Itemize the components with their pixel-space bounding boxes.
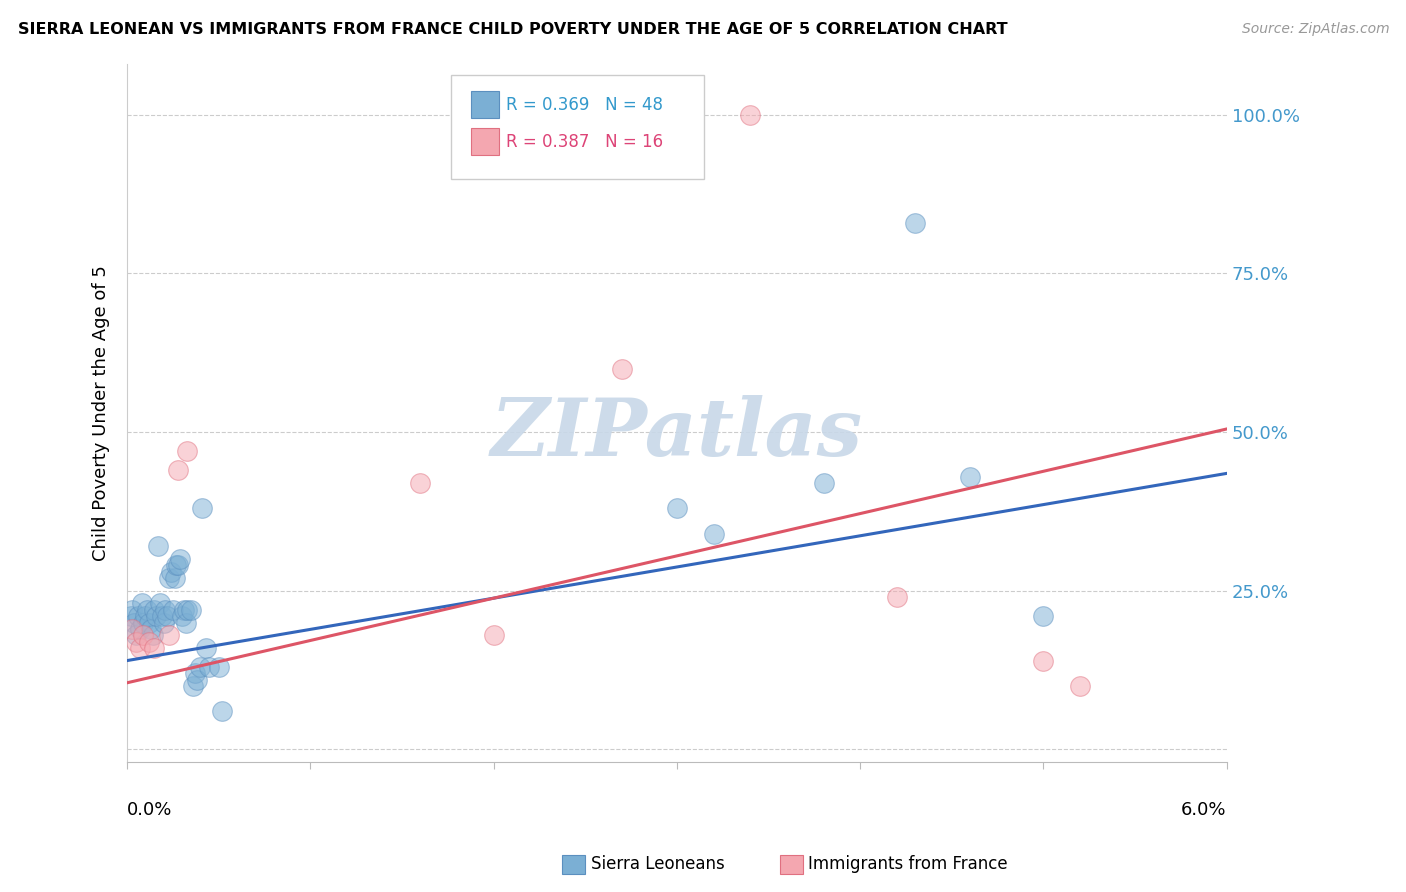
Point	[128, 640, 150, 655]
Point	[188, 660, 211, 674]
Point	[121, 603, 143, 617]
Point	[149, 597, 172, 611]
Point	[132, 628, 155, 642]
Point	[120, 609, 142, 624]
Point	[176, 444, 198, 458]
Point	[211, 704, 233, 718]
Y-axis label: Child Poverty Under the Age of 5: Child Poverty Under the Age of 5	[93, 265, 110, 561]
Point	[184, 666, 207, 681]
Point	[157, 571, 180, 585]
Point	[959, 469, 981, 483]
Point	[142, 628, 165, 642]
Point	[886, 590, 908, 604]
Text: ZIPatlas: ZIPatlas	[491, 395, 863, 473]
Point	[740, 108, 762, 122]
Point	[176, 603, 198, 617]
Point	[124, 615, 146, 630]
Point	[186, 673, 208, 687]
Point	[134, 609, 156, 624]
FancyBboxPatch shape	[451, 75, 704, 179]
Point	[167, 558, 190, 573]
Point	[167, 463, 190, 477]
Point	[180, 603, 202, 617]
Point	[121, 622, 143, 636]
Point	[157, 628, 180, 642]
Point	[138, 634, 160, 648]
Text: Source: ZipAtlas.com: Source: ZipAtlas.com	[1241, 22, 1389, 37]
Point	[1069, 679, 1091, 693]
Text: SIERRA LEONEAN VS IMMIGRANTS FROM FRANCE CHILD POVERTY UNDER THE AGE OF 5 CORREL: SIERRA LEONEAN VS IMMIGRANTS FROM FRANCE…	[18, 22, 1008, 37]
Point	[163, 571, 186, 585]
Point	[482, 628, 505, 642]
Point	[191, 501, 214, 516]
Point	[143, 640, 166, 655]
Point	[125, 634, 148, 648]
Point	[156, 609, 179, 624]
Text: R = 0.387   N = 16: R = 0.387 N = 16	[506, 133, 664, 151]
Point	[127, 609, 149, 624]
Text: R = 0.369   N = 48: R = 0.369 N = 48	[506, 95, 664, 113]
Point	[145, 609, 167, 624]
Point	[208, 660, 231, 674]
Text: Sierra Leoneans: Sierra Leoneans	[591, 855, 724, 873]
Point	[139, 622, 162, 636]
FancyBboxPatch shape	[471, 91, 499, 118]
Text: 6.0%: 6.0%	[1181, 801, 1227, 819]
FancyBboxPatch shape	[471, 128, 499, 155]
Point	[173, 603, 195, 617]
Point	[150, 609, 173, 624]
Point	[904, 216, 927, 230]
Point	[166, 558, 188, 573]
Point	[136, 603, 159, 617]
Point	[132, 615, 155, 630]
Point	[170, 609, 193, 624]
Text: Immigrants from France: Immigrants from France	[808, 855, 1008, 873]
Point	[813, 475, 835, 490]
Point	[198, 660, 221, 674]
Point	[702, 526, 724, 541]
Point	[409, 475, 432, 490]
Point	[181, 679, 204, 693]
Point	[162, 603, 184, 617]
Point	[125, 628, 148, 642]
Point	[665, 501, 688, 516]
Point	[138, 615, 160, 630]
Point	[160, 565, 183, 579]
Point	[610, 361, 633, 376]
Point	[169, 552, 191, 566]
Text: 0.0%: 0.0%	[127, 801, 173, 819]
Point	[131, 597, 153, 611]
Point	[194, 640, 217, 655]
Point	[128, 622, 150, 636]
Point	[155, 603, 177, 617]
Point	[143, 603, 166, 617]
Point	[174, 615, 197, 630]
Point	[1032, 654, 1054, 668]
Point	[1032, 609, 1054, 624]
Point	[152, 615, 174, 630]
Point	[146, 540, 169, 554]
